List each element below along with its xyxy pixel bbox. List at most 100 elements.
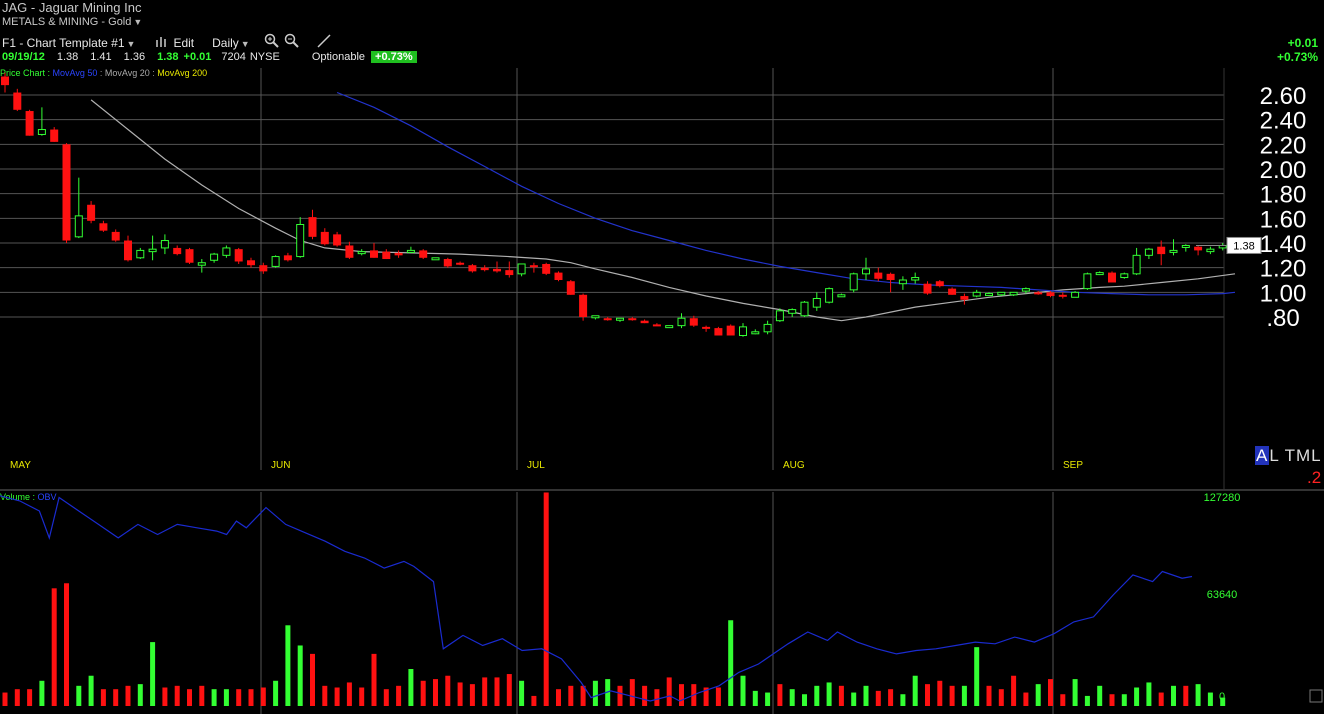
candle-body — [1157, 246, 1166, 255]
template-selector[interactable]: F1 - Chart Template #1 ▼ — [2, 36, 135, 50]
legend-volume: Volume — [0, 492, 31, 502]
volume-bar — [531, 695, 537, 706]
volume-bar — [568, 685, 574, 706]
volume-bar — [838, 685, 844, 706]
price-tick-label: 1.40 — [1260, 231, 1307, 258]
candle-body — [689, 318, 698, 326]
price-tick-label: 2.00 — [1260, 157, 1307, 184]
candle-body — [1206, 248, 1215, 253]
volume-bar — [420, 680, 426, 706]
candle-body — [431, 257, 440, 261]
bar-chart-icon[interactable] — [155, 35, 169, 50]
quote-exchange: NYSE — [249, 51, 280, 63]
volume-bar — [642, 685, 648, 706]
price-tick-label: 2.40 — [1260, 108, 1307, 135]
price-tick-label: 1.80 — [1260, 182, 1307, 209]
volume-tick-label: 0 — [1219, 691, 1225, 703]
candle-body — [714, 328, 723, 336]
draw-line-icon[interactable] — [316, 33, 332, 52]
candle-body — [529, 265, 538, 268]
month-label: AUG — [783, 460, 805, 471]
candle-body — [173, 247, 182, 255]
volume-bar — [445, 675, 451, 706]
candle-body — [788, 309, 797, 314]
volume-bar — [519, 680, 525, 706]
candle-body — [566, 281, 575, 295]
price-tick-label: 2.20 — [1260, 132, 1307, 159]
candle-body — [197, 262, 206, 266]
scale-button-l[interactable]: L — [1269, 446, 1280, 465]
title-separator: - — [27, 0, 39, 15]
candle-body — [160, 240, 169, 249]
volume-bar — [814, 685, 820, 706]
volume-bar — [174, 685, 180, 706]
candle-body — [739, 326, 747, 337]
last-price-box — [1226, 236, 1262, 254]
candle-body — [99, 223, 108, 231]
symbol: JAG — [2, 0, 28, 15]
candle-body — [628, 318, 637, 321]
candle-body — [1034, 292, 1043, 295]
volume-bar — [346, 682, 352, 706]
chevron-down-icon: ▼ — [133, 17, 143, 27]
volume-bar — [863, 685, 869, 706]
sector-selector[interactable]: METALS & MINING - Gold ▼ — [2, 16, 142, 28]
volume-bar — [1183, 685, 1189, 706]
volume-bar — [297, 645, 303, 706]
zoom-out-icon[interactable] — [284, 33, 300, 52]
volume-bar — [506, 674, 512, 706]
volume-bar — [383, 689, 389, 706]
price-tick-label: 1.20 — [1260, 256, 1307, 283]
price-tick-label: 1.00 — [1260, 280, 1307, 307]
volume-bar — [2, 692, 8, 706]
obv-line — [0, 495, 1193, 702]
candle-body — [1194, 246, 1203, 251]
quote-volume: 7204 — [221, 51, 246, 63]
interval-selector[interactable]: Daily ▼ — [212, 36, 250, 50]
candle-body — [812, 298, 821, 308]
month-label: JUL — [527, 460, 545, 471]
candle-body — [948, 288, 957, 295]
price-legend: Price Chart : MovAvg 50 : MovAvg 20 : Mo… — [0, 68, 208, 78]
edit-button[interactable]: Edit — [173, 35, 195, 50]
volume-bar — [752, 690, 758, 706]
candle-body — [874, 272, 883, 279]
volume-tick-label: 127280 — [1204, 492, 1241, 504]
candle-body — [296, 224, 305, 258]
candle-body — [591, 315, 600, 319]
candle-body — [825, 288, 834, 303]
candle-body — [837, 294, 846, 298]
scale-button-a[interactable]: A — [1255, 446, 1270, 465]
candle-body — [997, 291, 1006, 296]
scale-buttons: AL TML — [1255, 446, 1322, 466]
candle-body — [210, 253, 219, 261]
volume-bar — [888, 689, 894, 706]
volume-bar — [457, 682, 463, 706]
candle-body — [911, 277, 920, 281]
candle-body — [1132, 254, 1141, 275]
candle-body — [800, 301, 809, 317]
candle-body — [333, 234, 342, 246]
volume-bar — [802, 694, 807, 706]
volume-bar — [88, 675, 94, 706]
volume-bar — [875, 690, 881, 706]
template-label: F1 - Chart Template #1 — [2, 35, 125, 50]
volume-bar — [137, 684, 143, 706]
scale-button-l2[interactable]: L — [1311, 446, 1322, 465]
scale-button-t[interactable]: T — [1284, 446, 1296, 465]
candle-body — [1083, 273, 1092, 290]
candle-body — [862, 268, 870, 275]
month-label: MAY — [10, 460, 31, 471]
volume-bar — [617, 685, 623, 706]
volume-tick-label: 63640 — [1207, 589, 1238, 601]
zoom-in-icon[interactable] — [264, 33, 280, 52]
month-label: JUN — [271, 460, 290, 471]
candle-body — [1058, 294, 1067, 297]
volume-bar — [482, 677, 488, 706]
volume-bar — [187, 689, 192, 706]
candle-body — [923, 283, 932, 294]
percent-change-badge: +0.73% — [371, 51, 417, 63]
volume-bar — [986, 685, 992, 706]
scale-button-m[interactable]: M — [1295, 446, 1312, 465]
